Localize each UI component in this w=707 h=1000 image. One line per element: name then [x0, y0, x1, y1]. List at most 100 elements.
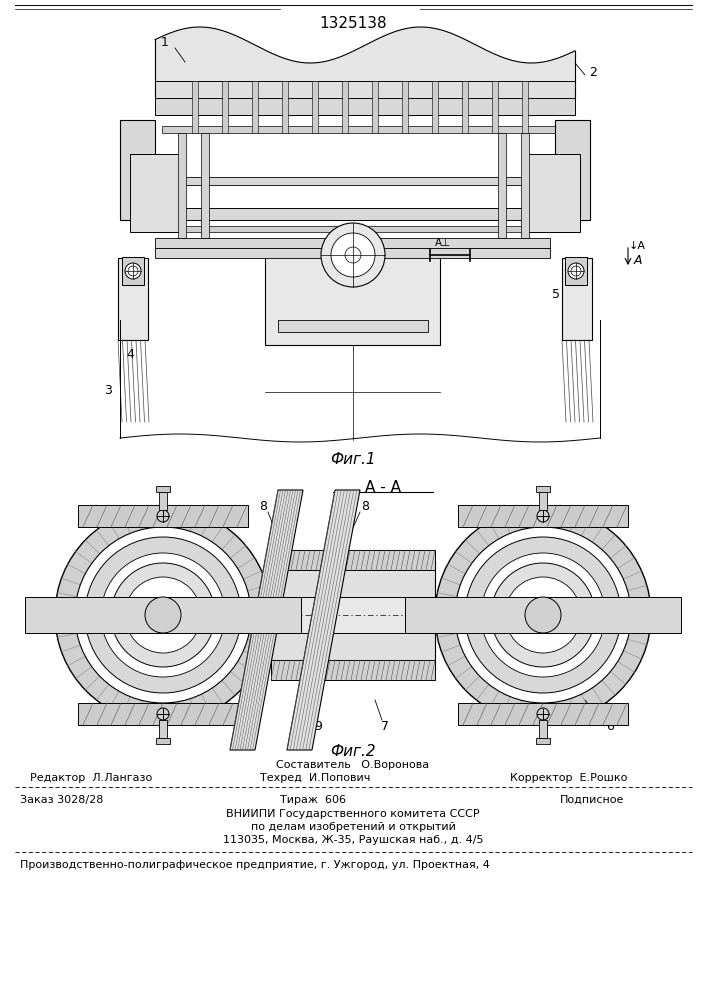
Circle shape — [55, 507, 271, 723]
Text: Подписное: Подписное — [560, 795, 624, 805]
Bar — [122, 257, 144, 285]
Circle shape — [125, 263, 141, 279]
Text: Техред  И.Попович: Техред И.Попович — [260, 773, 370, 783]
Text: 7: 7 — [381, 720, 389, 732]
Bar — [155, 208, 575, 220]
Text: ВНИИПИ Государственного комитета СССР: ВНИИПИ Государственного комитета СССР — [226, 809, 480, 819]
Bar — [155, 97, 575, 115]
Bar — [278, 320, 428, 332]
Text: 5: 5 — [552, 288, 560, 302]
Bar — [562, 258, 592, 340]
Bar — [178, 133, 186, 238]
Text: 113035, Москва, Ж-35, Раушская наб., д. 4/5: 113035, Москва, Ж-35, Раушская наб., д. … — [223, 835, 484, 845]
Bar — [536, 738, 550, 744]
Bar — [159, 492, 167, 510]
Bar — [555, 120, 590, 220]
Bar — [201, 133, 209, 238]
Bar — [156, 738, 170, 744]
Circle shape — [465, 537, 621, 693]
Text: 6: 6 — [606, 720, 614, 732]
Bar — [271, 550, 435, 570]
Text: 3: 3 — [104, 383, 112, 396]
Text: 4: 4 — [126, 349, 134, 361]
Text: 1325138: 1325138 — [319, 15, 387, 30]
Text: 1: 1 — [161, 35, 169, 48]
Text: А - А: А - А — [365, 480, 401, 494]
Bar — [155, 248, 550, 258]
Bar — [162, 177, 568, 185]
Circle shape — [455, 527, 631, 703]
Text: Фиг.2: Фиг.2 — [330, 744, 376, 760]
Bar — [155, 226, 575, 232]
Text: Составитель   О.Воронова: Составитель О.Воронова — [276, 760, 430, 770]
Bar — [265, 250, 440, 345]
Bar — [522, 81, 528, 133]
Bar — [402, 81, 408, 133]
Circle shape — [321, 223, 385, 287]
Bar — [458, 505, 628, 527]
Bar — [312, 81, 318, 133]
Text: А⊥: А⊥ — [435, 238, 451, 248]
Bar — [458, 703, 628, 725]
Bar — [521, 133, 529, 238]
Bar — [156, 486, 170, 492]
Bar — [498, 133, 506, 238]
Bar — [252, 81, 258, 133]
Circle shape — [435, 507, 651, 723]
Text: Тираж  606: Тираж 606 — [280, 795, 346, 805]
Text: 2: 2 — [589, 66, 597, 79]
Text: 9: 9 — [244, 720, 252, 732]
Bar — [432, 81, 438, 133]
Text: 8: 8 — [361, 499, 369, 512]
Bar — [462, 81, 468, 133]
Text: 9: 9 — [314, 720, 322, 732]
Circle shape — [568, 263, 584, 279]
Bar — [539, 492, 547, 510]
Bar — [342, 81, 348, 133]
Circle shape — [111, 563, 215, 667]
Circle shape — [481, 553, 605, 677]
Bar — [536, 486, 550, 492]
Text: Редактор  Л.Лангазо: Редактор Л.Лангазо — [30, 773, 152, 783]
Text: Фиг.1: Фиг.1 — [330, 452, 376, 468]
Bar — [130, 154, 182, 232]
Circle shape — [85, 537, 241, 693]
Bar — [120, 120, 155, 220]
Circle shape — [537, 708, 549, 720]
Bar — [118, 258, 148, 340]
Circle shape — [125, 577, 201, 653]
Circle shape — [145, 597, 181, 633]
Bar — [271, 660, 435, 680]
Text: Заказ 3028/28: Заказ 3028/28 — [20, 795, 103, 805]
Bar — [78, 505, 248, 527]
Bar — [282, 81, 288, 133]
Bar — [492, 81, 498, 133]
Text: ↓А: ↓А — [629, 241, 646, 251]
Text: А: А — [634, 253, 643, 266]
Bar — [192, 81, 198, 133]
Bar — [155, 238, 550, 248]
Bar — [222, 81, 228, 133]
Text: Корректор  Е.Рошко: Корректор Е.Рошко — [510, 773, 627, 783]
Circle shape — [525, 597, 561, 633]
Bar — [539, 720, 547, 738]
Text: по делам изобретений и открытий: по делам изобретений и открытий — [250, 822, 455, 832]
Bar — [405, 597, 681, 633]
Text: 8: 8 — [259, 499, 267, 512]
Bar — [162, 126, 568, 133]
Circle shape — [157, 510, 169, 522]
Bar — [159, 720, 167, 738]
Bar — [271, 560, 435, 670]
Text: Производственно-полиграфическое предприятие, г. Ужгород, ул. Проектная, 4: Производственно-полиграфическое предприя… — [20, 860, 490, 870]
Circle shape — [491, 563, 595, 667]
Bar — [155, 81, 575, 98]
Circle shape — [505, 577, 581, 653]
Polygon shape — [230, 490, 303, 750]
Bar — [528, 154, 580, 232]
Bar — [241, 597, 465, 633]
Bar — [372, 81, 378, 133]
Bar — [78, 703, 248, 725]
Circle shape — [157, 708, 169, 720]
Circle shape — [75, 527, 251, 703]
Circle shape — [331, 233, 375, 277]
